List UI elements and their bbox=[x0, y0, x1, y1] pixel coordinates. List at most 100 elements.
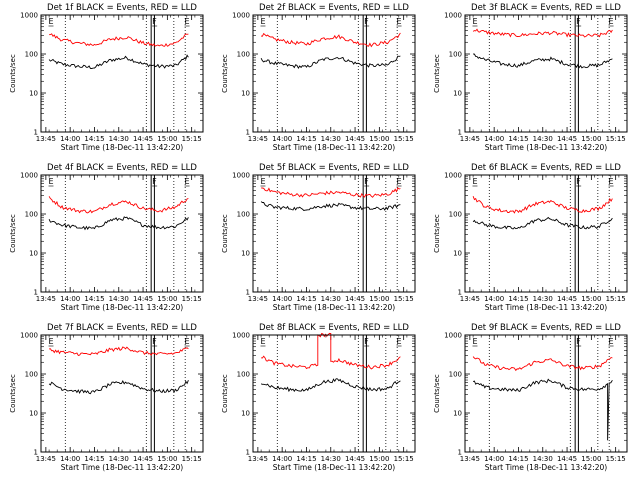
event-marker-label: E bbox=[609, 17, 614, 26]
y-tick-label: 1000 bbox=[232, 12, 250, 20]
y-tick-label: 10 bbox=[241, 250, 250, 258]
x-tick-label: 14:45 bbox=[345, 135, 365, 143]
event-marker-label: E bbox=[472, 177, 477, 186]
lld-series-line bbox=[49, 33, 189, 47]
y-tick-label: 10 bbox=[453, 410, 462, 418]
y-tick-label: 1000 bbox=[20, 332, 38, 340]
plot-area bbox=[253, 15, 415, 132]
event-marker-label: E bbox=[185, 337, 190, 346]
x-tick-label: 13:45 bbox=[36, 135, 56, 143]
y-tick-label: 1 bbox=[34, 289, 38, 297]
lld-series-line bbox=[48, 346, 189, 357]
event-marker-label: E bbox=[609, 337, 614, 346]
y-tick-label: 1 bbox=[34, 449, 38, 457]
panel-title: Det 9f BLACK = Events, RED = LLD bbox=[471, 323, 621, 333]
y-tick-label: 1000 bbox=[20, 172, 38, 180]
y-axis-label: Counts/sec bbox=[433, 374, 441, 413]
y-tick-label: 1 bbox=[458, 289, 462, 297]
x-tick-label: 15:00 bbox=[581, 455, 601, 463]
x-tick-label: 15:00 bbox=[369, 135, 389, 143]
lld-series-line bbox=[472, 356, 613, 372]
event-marker-label: E bbox=[397, 17, 402, 26]
plot-frame bbox=[464, 14, 628, 133]
x-tick-label: 14:30 bbox=[109, 135, 129, 143]
x-tick-label: 14:00 bbox=[60, 135, 80, 143]
plot-frame bbox=[252, 334, 416, 453]
panel-8: Det 8f BLACK = Events, RED = LLD Counts/s… bbox=[221, 323, 416, 472]
x-tick-label: 13:45 bbox=[248, 455, 268, 463]
y-axis-label: Counts/sec bbox=[9, 374, 17, 413]
panel-title: Det 7f BLACK = Events, RED = LLD bbox=[47, 323, 197, 333]
x-tick-label: 15:00 bbox=[581, 295, 601, 303]
x-tick-label: 13:45 bbox=[248, 295, 268, 303]
x-tick-label: 14:00 bbox=[60, 295, 80, 303]
x-axis-label: Start Time (18-Dec-11 13:42:20) bbox=[61, 463, 183, 472]
x-tick-label: 15:15 bbox=[182, 135, 202, 143]
x-tick-label: 15:15 bbox=[606, 455, 626, 463]
x-tick-label: 14:45 bbox=[133, 455, 153, 463]
y-tick-label: 10 bbox=[241, 90, 250, 98]
y-tick-label: 10 bbox=[29, 410, 38, 418]
y-tick-label: 1 bbox=[458, 129, 462, 137]
x-axis-label: Start Time (18-Dec-11 13:42:20) bbox=[273, 463, 395, 472]
y-tick-label: 10 bbox=[29, 90, 38, 98]
x-tick-label: 15:15 bbox=[606, 135, 626, 143]
event-marker-label: E bbox=[472, 337, 477, 346]
x-tick-label: 14:15 bbox=[508, 295, 528, 303]
x-tick-label: 14:00 bbox=[272, 135, 292, 143]
x-tick-label: 14:15 bbox=[84, 295, 104, 303]
event-marker-label: E bbox=[48, 337, 53, 346]
x-tick-label: 14:30 bbox=[533, 455, 553, 463]
y-axis-label: Counts/sec bbox=[9, 54, 17, 93]
x-tick-label: 14:15 bbox=[296, 135, 316, 143]
y-tick-label: 100 bbox=[237, 211, 250, 219]
y-tick-label: 100 bbox=[449, 371, 462, 379]
events-series-line bbox=[472, 216, 613, 230]
x-tick-label: 14:45 bbox=[557, 295, 577, 303]
panel-title: Det 1f BLACK = Events, RED = LLD bbox=[47, 3, 197, 13]
events-series-line bbox=[48, 216, 189, 231]
x-tick-label: 14:15 bbox=[84, 455, 104, 463]
x-tick-label: 14:45 bbox=[133, 135, 153, 143]
x-tick-label: 15:00 bbox=[369, 295, 389, 303]
y-tick-label: 1000 bbox=[232, 332, 250, 340]
lld-series-line bbox=[261, 32, 401, 48]
event-marker-label: E bbox=[609, 177, 614, 186]
x-tick-label: 14:30 bbox=[321, 135, 341, 143]
x-tick-label: 15:15 bbox=[394, 295, 414, 303]
event-marker-label: F bbox=[364, 177, 369, 186]
event-marker-label: E bbox=[472, 17, 477, 26]
plot-area bbox=[465, 335, 627, 452]
panel-title: Det 5f BLACK = Events, RED = LLD bbox=[259, 163, 409, 173]
x-tick-label: 14:00 bbox=[484, 455, 504, 463]
x-tick-label: 15:00 bbox=[157, 455, 177, 463]
plot-frame bbox=[464, 334, 628, 453]
y-tick-label: 100 bbox=[25, 211, 38, 219]
x-tick-label: 14:00 bbox=[272, 295, 292, 303]
event-marker-label: E bbox=[260, 177, 265, 186]
x-tick-label: 13:45 bbox=[248, 135, 268, 143]
plot-area bbox=[253, 175, 415, 292]
panel-3: Det 3f BLACK = Events, RED = LLD Counts/s… bbox=[433, 3, 628, 152]
events-series-line bbox=[472, 378, 613, 441]
y-axis-label: Counts/sec bbox=[433, 214, 441, 253]
x-axis-label: Start Time (18-Dec-11 13:42:20) bbox=[273, 143, 395, 152]
plot-frame bbox=[252, 174, 416, 293]
y-tick-label: 1 bbox=[246, 289, 250, 297]
event-marker-label: E bbox=[185, 177, 190, 186]
x-tick-label: 14:30 bbox=[109, 455, 129, 463]
y-axis-label: Counts/sec bbox=[433, 54, 441, 93]
event-marker-label: F bbox=[152, 17, 157, 26]
lld-series-line bbox=[261, 187, 401, 198]
event-marker-label: E bbox=[185, 17, 190, 26]
x-axis-label: Start Time (18-Dec-11 13:42:20) bbox=[485, 303, 607, 312]
y-tick-label: 10 bbox=[453, 250, 462, 258]
panel-title: Det 4f BLACK = Events, RED = LLD bbox=[47, 163, 197, 173]
events-series-line bbox=[260, 378, 401, 393]
event-marker-label: E bbox=[48, 17, 53, 26]
x-axis-label: Start Time (18-Dec-11 13:42:20) bbox=[61, 303, 183, 312]
y-tick-label: 1000 bbox=[444, 12, 462, 20]
event-marker-label: F bbox=[364, 17, 369, 26]
y-tick-label: 1000 bbox=[444, 172, 462, 180]
panel-9: Det 9f BLACK = Events, RED = LLD Counts/s… bbox=[433, 323, 628, 472]
